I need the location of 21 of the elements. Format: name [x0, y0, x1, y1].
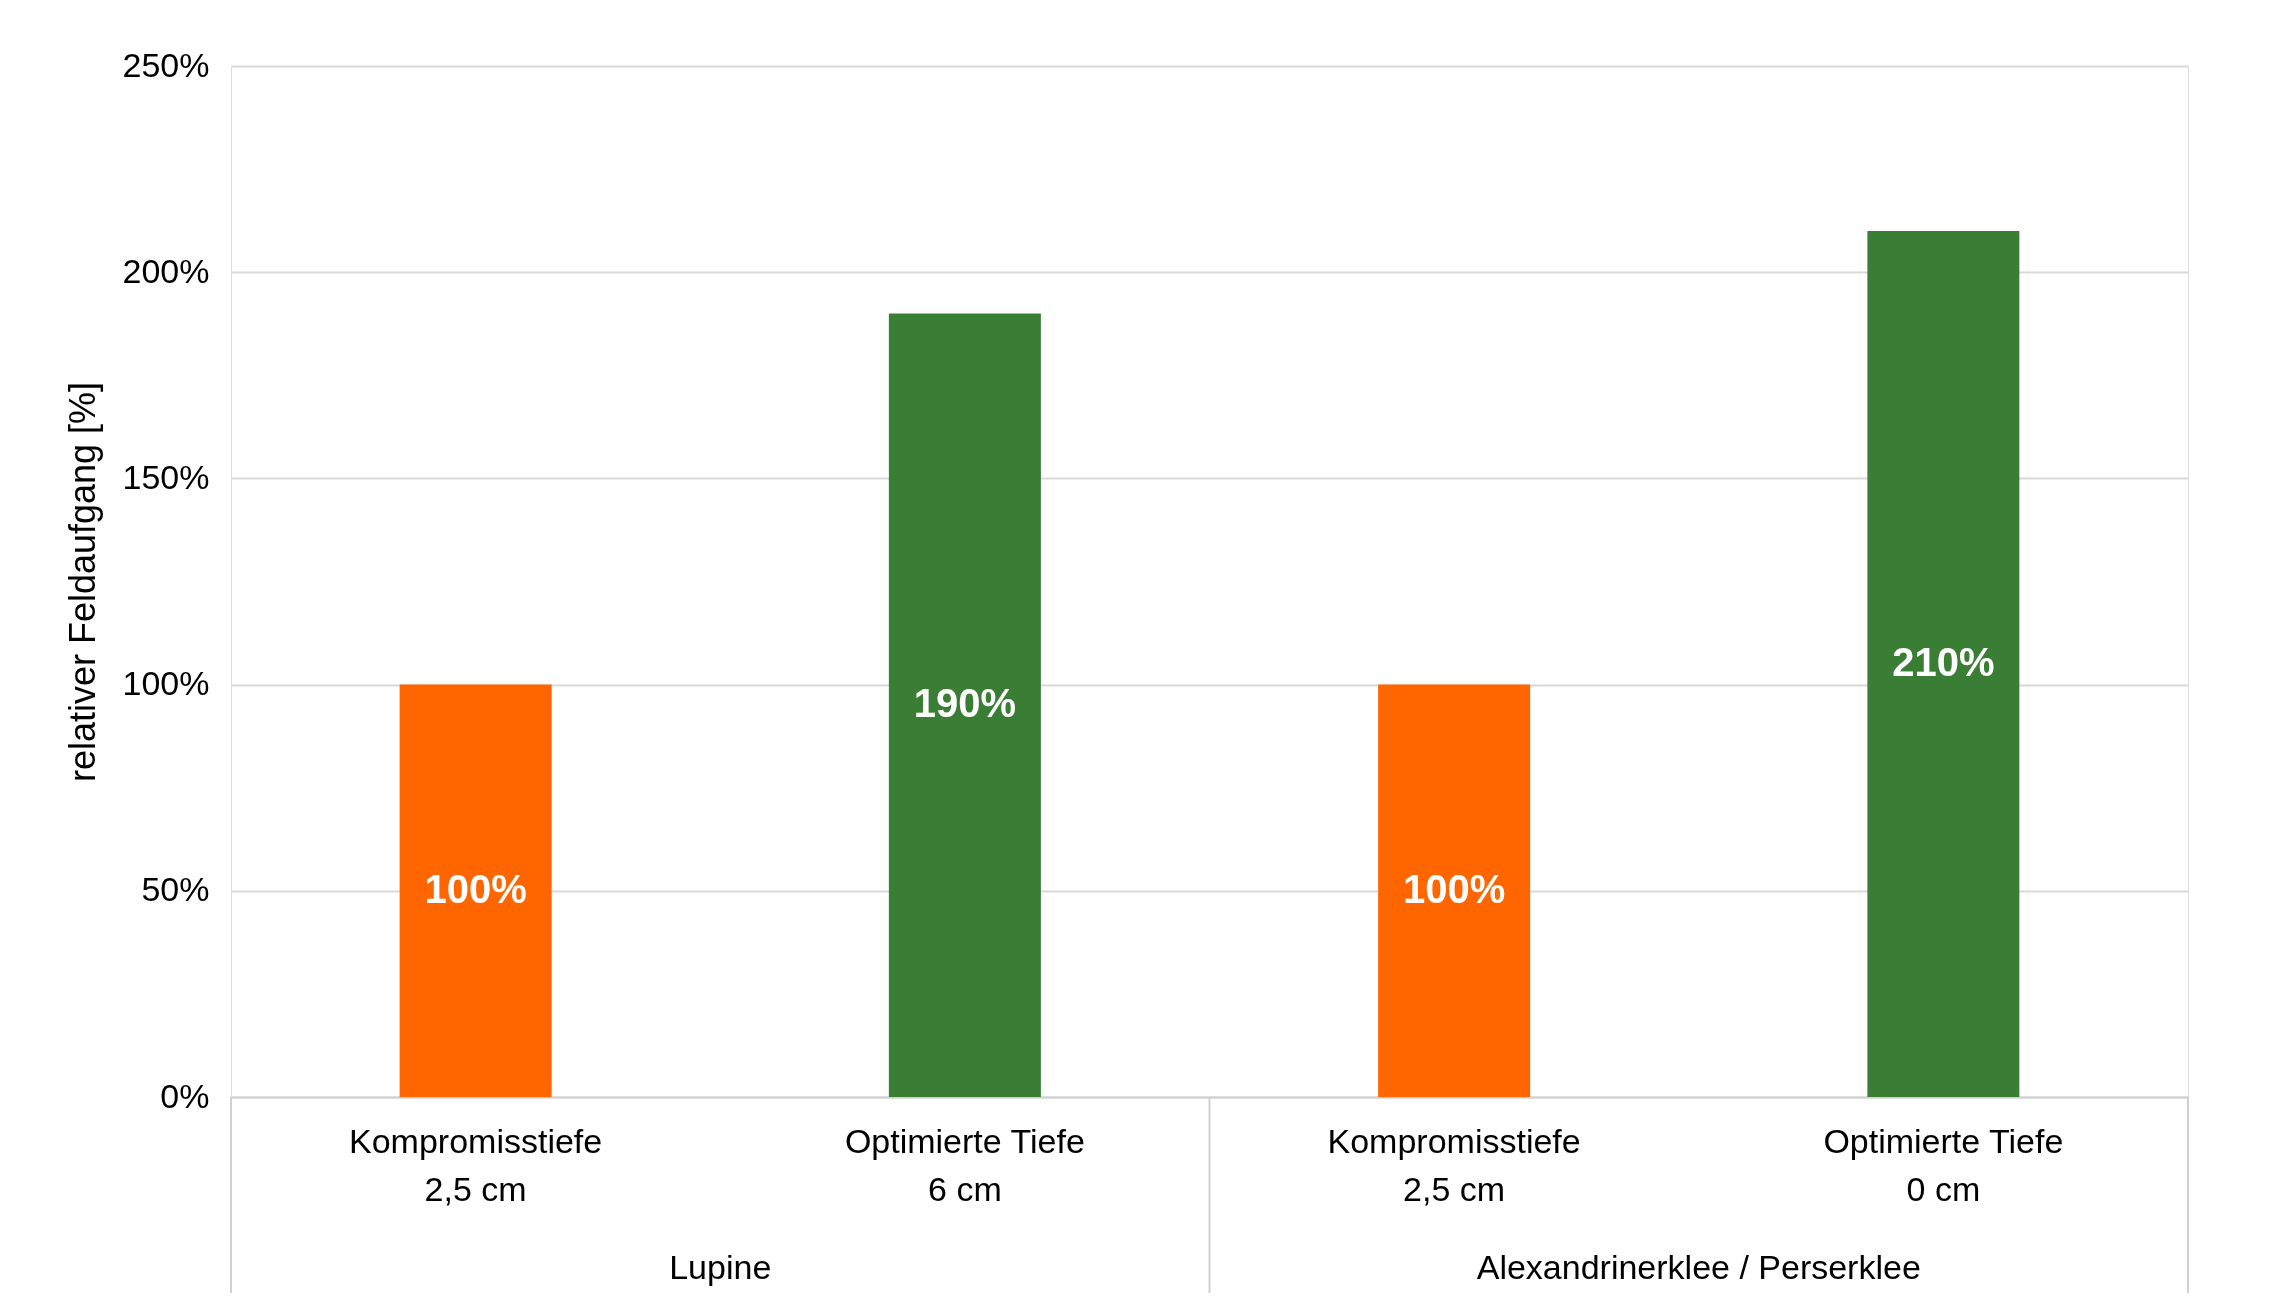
data-label: 190%: [913, 681, 1017, 726]
bar: [1867, 230, 2020, 1097]
bar: [888, 313, 1041, 1097]
data-label: 100%: [424, 866, 527, 911]
x-tick-label: Optimierte Tiefe 0 cm: [1823, 1121, 2064, 1208]
y-axis-title: relativer Feldaufgang [%]: [61, 381, 103, 783]
x-tick-label: Optimierte Tiefe 6 cm: [844, 1121, 1085, 1208]
y-tick-label: 0%: [160, 1076, 210, 1115]
text: Lupine: [669, 1248, 772, 1286]
y-tick-label: 50%: [141, 870, 210, 909]
data-label: 100%: [1402, 866, 1506, 911]
data-label: 210%: [1892, 639, 1995, 684]
text: Alexandrinerklee / Perserklee: [1476, 1248, 1921, 1286]
y-tick-label: 250%: [122, 45, 210, 84]
bar: [1378, 684, 1531, 1097]
y-tick-label: 100%: [122, 664, 210, 703]
x-tick-label: Kompromisstiefe 2,5 cm: [349, 1121, 603, 1208]
y-tick-label: 150%: [122, 457, 210, 496]
bar: [399, 684, 552, 1097]
y-tick-label: 200%: [122, 251, 210, 290]
x-tick-label: Kompromisstiefe 2,5 cm: [1327, 1121, 1581, 1208]
